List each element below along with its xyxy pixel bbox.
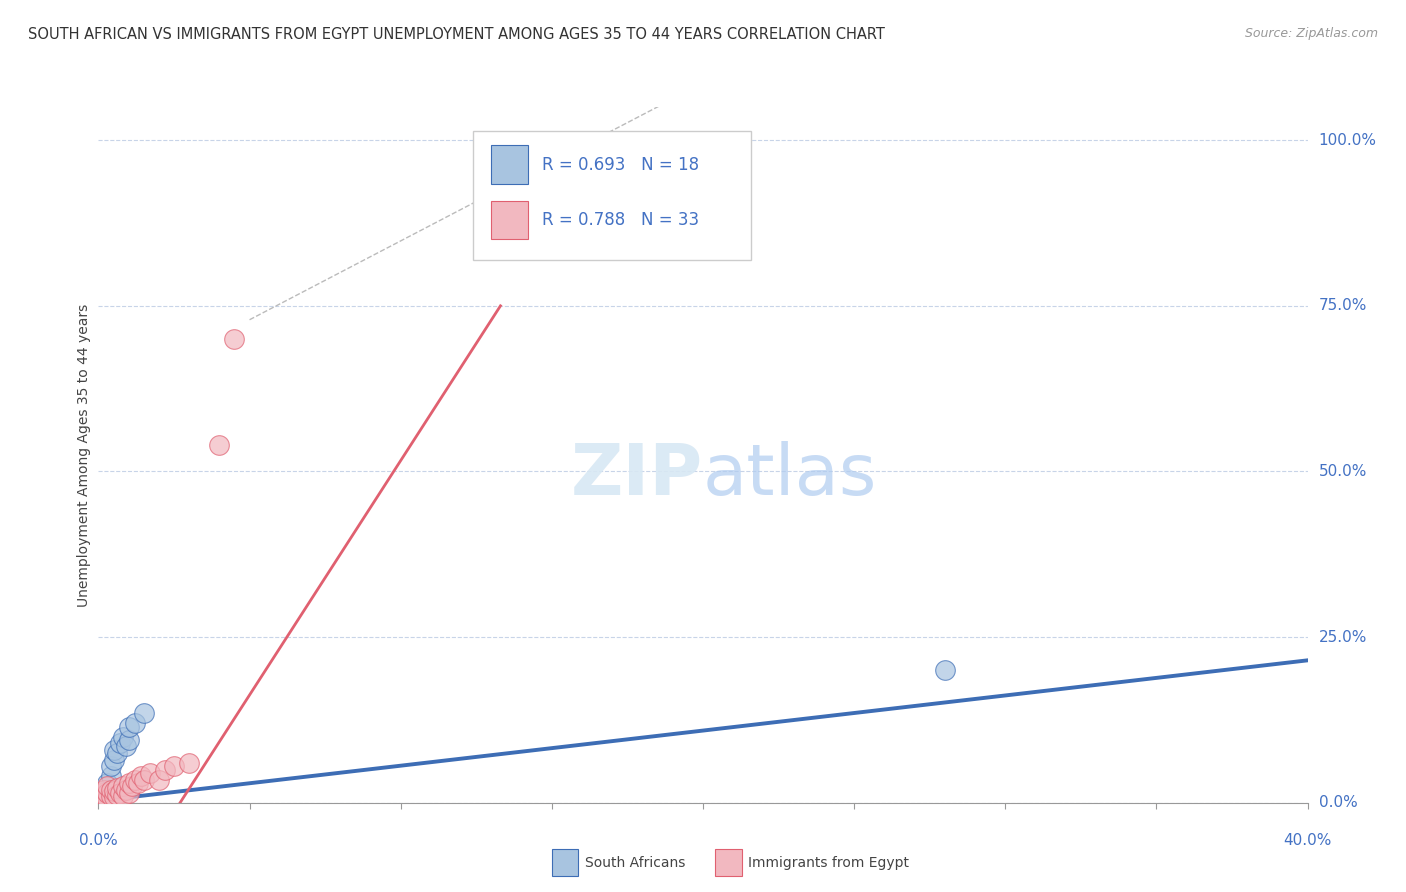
Bar bbox=[492, 201, 527, 239]
Point bbox=[96, 782, 118, 797]
Point bbox=[114, 739, 136, 754]
Text: South Africans: South Africans bbox=[585, 855, 685, 870]
Point bbox=[93, 788, 115, 802]
Text: 75.0%: 75.0% bbox=[1319, 298, 1367, 313]
Text: Source: ZipAtlas.com: Source: ZipAtlas.com bbox=[1244, 27, 1378, 40]
Point bbox=[93, 789, 115, 804]
Text: SOUTH AFRICAN VS IMMIGRANTS FROM EGYPT UNEMPLOYMENT AMONG AGES 35 TO 44 YEARS CO: SOUTH AFRICAN VS IMMIGRANTS FROM EGYPT U… bbox=[28, 27, 884, 42]
Point bbox=[111, 730, 134, 744]
Point bbox=[100, 782, 122, 797]
Text: ZIP: ZIP bbox=[571, 442, 703, 510]
Point bbox=[129, 769, 152, 783]
Point bbox=[90, 786, 112, 800]
Point bbox=[132, 772, 155, 787]
Point bbox=[96, 779, 118, 793]
Point bbox=[934, 663, 956, 677]
Point bbox=[124, 772, 146, 787]
Point bbox=[96, 792, 118, 806]
Point bbox=[132, 706, 155, 721]
Point bbox=[163, 759, 186, 773]
Point bbox=[100, 789, 122, 804]
Point bbox=[121, 779, 143, 793]
Point bbox=[118, 720, 141, 734]
Point bbox=[100, 769, 122, 783]
Text: Immigrants from Egypt: Immigrants from Egypt bbox=[748, 855, 908, 870]
Point bbox=[111, 779, 134, 793]
Text: 100.0%: 100.0% bbox=[1319, 133, 1376, 148]
Point bbox=[118, 732, 141, 747]
Point bbox=[105, 746, 128, 760]
Point bbox=[108, 736, 131, 750]
Y-axis label: Unemployment Among Ages 35 to 44 years: Unemployment Among Ages 35 to 44 years bbox=[77, 303, 91, 607]
Point bbox=[105, 781, 128, 796]
Text: 50.0%: 50.0% bbox=[1319, 464, 1367, 479]
Point bbox=[103, 753, 125, 767]
Point bbox=[111, 789, 134, 804]
Point bbox=[93, 786, 115, 800]
Point bbox=[103, 743, 125, 757]
Text: 40.0%: 40.0% bbox=[1284, 833, 1331, 848]
Point bbox=[93, 782, 115, 797]
Point bbox=[114, 782, 136, 797]
Point bbox=[90, 789, 112, 804]
Point bbox=[93, 790, 115, 805]
Point bbox=[208, 438, 231, 452]
Point bbox=[96, 776, 118, 790]
Bar bbox=[716, 849, 742, 876]
Point bbox=[153, 763, 176, 777]
FancyBboxPatch shape bbox=[474, 131, 751, 260]
Point bbox=[118, 776, 141, 790]
Text: atlas: atlas bbox=[703, 442, 877, 510]
Point bbox=[108, 786, 131, 800]
Point bbox=[96, 786, 118, 800]
Point bbox=[103, 784, 125, 798]
Point bbox=[177, 756, 201, 770]
Point bbox=[127, 776, 149, 790]
Point bbox=[90, 792, 112, 806]
Bar bbox=[492, 145, 527, 184]
Point bbox=[118, 786, 141, 800]
Text: R = 0.693   N = 18: R = 0.693 N = 18 bbox=[543, 156, 699, 174]
Point bbox=[103, 790, 125, 805]
Point bbox=[139, 766, 162, 780]
Point bbox=[105, 788, 128, 802]
Point bbox=[224, 332, 246, 346]
Text: 25.0%: 25.0% bbox=[1319, 630, 1367, 645]
Text: R = 0.788   N = 33: R = 0.788 N = 33 bbox=[543, 211, 699, 229]
Point bbox=[148, 772, 170, 787]
Point bbox=[90, 792, 112, 806]
Text: 0.0%: 0.0% bbox=[1319, 796, 1357, 810]
Bar bbox=[551, 849, 578, 876]
Text: 0.0%: 0.0% bbox=[79, 833, 118, 848]
Point bbox=[124, 716, 146, 731]
Point bbox=[100, 759, 122, 773]
